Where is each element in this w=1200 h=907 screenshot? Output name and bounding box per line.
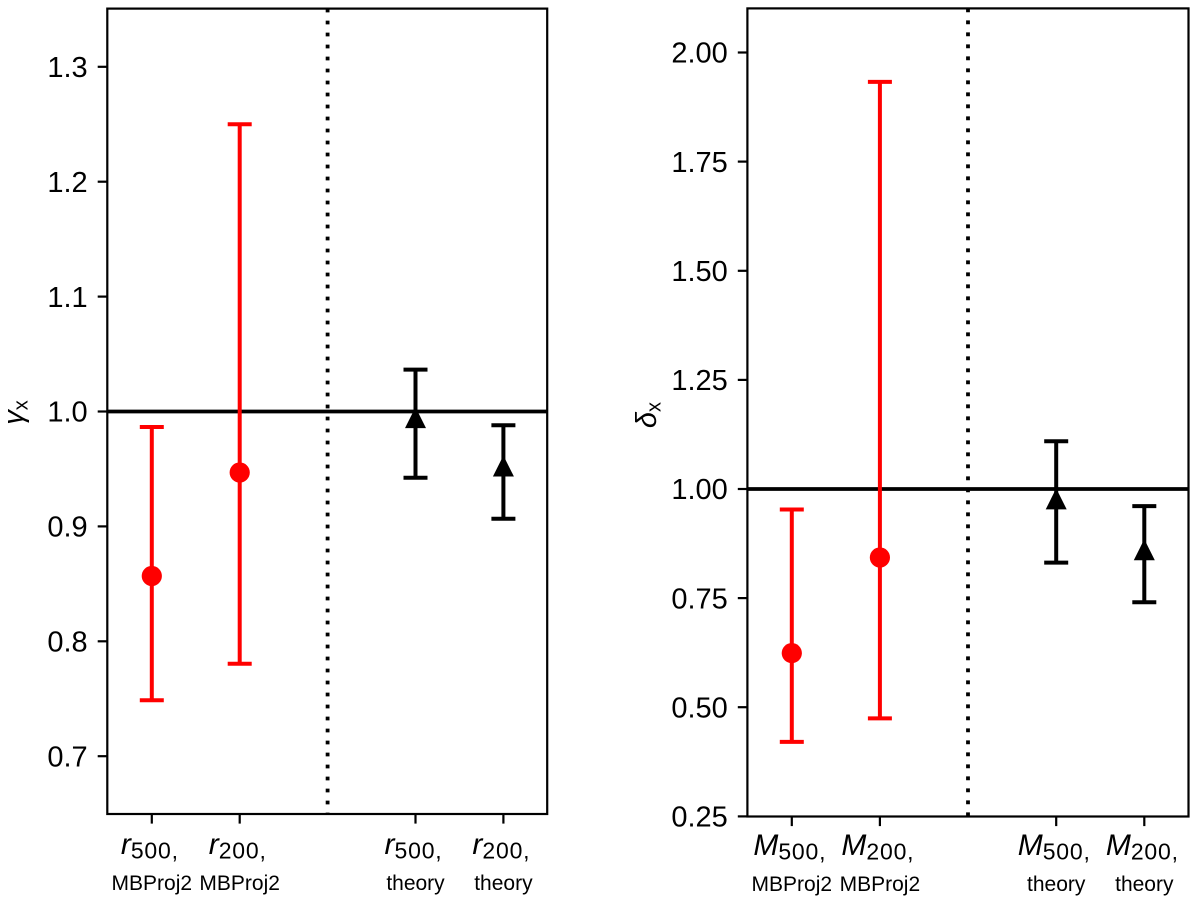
svg-text:0.75: 0.75 [671, 583, 727, 615]
svg-text:1.25: 1.25 [671, 365, 727, 397]
svg-text:1.50: 1.50 [671, 256, 727, 288]
svg-text:M200,: M200, [1106, 829, 1179, 865]
svg-text:1.75: 1.75 [671, 147, 727, 179]
svg-text:0.7: 0.7 [47, 741, 87, 773]
svg-text:0.9: 0.9 [47, 512, 87, 544]
svg-text:0.50: 0.50 [671, 693, 727, 725]
svg-text:0.25: 0.25 [671, 802, 727, 834]
svg-text:MBProj2: MBProj2 [752, 873, 833, 896]
svg-text:1.00: 1.00 [671, 474, 727, 506]
svg-text:1.0: 1.0 [47, 397, 87, 429]
svg-text:1.3: 1.3 [47, 52, 87, 84]
svg-text:theory: theory [474, 872, 533, 895]
svg-text:1.1: 1.1 [47, 282, 87, 314]
svg-text:theory: theory [1115, 873, 1174, 896]
svg-text:1.2: 1.2 [47, 167, 87, 199]
svg-text:MBProj2: MBProj2 [840, 873, 921, 896]
svg-text:theory: theory [386, 872, 445, 895]
svg-text:2.00: 2.00 [671, 38, 727, 70]
svg-text:theory: theory [1027, 873, 1086, 896]
svg-text:MBProj2: MBProj2 [199, 872, 280, 895]
svg-text:0.8: 0.8 [47, 627, 87, 659]
svg-text:MBProj2: MBProj2 [112, 872, 193, 895]
